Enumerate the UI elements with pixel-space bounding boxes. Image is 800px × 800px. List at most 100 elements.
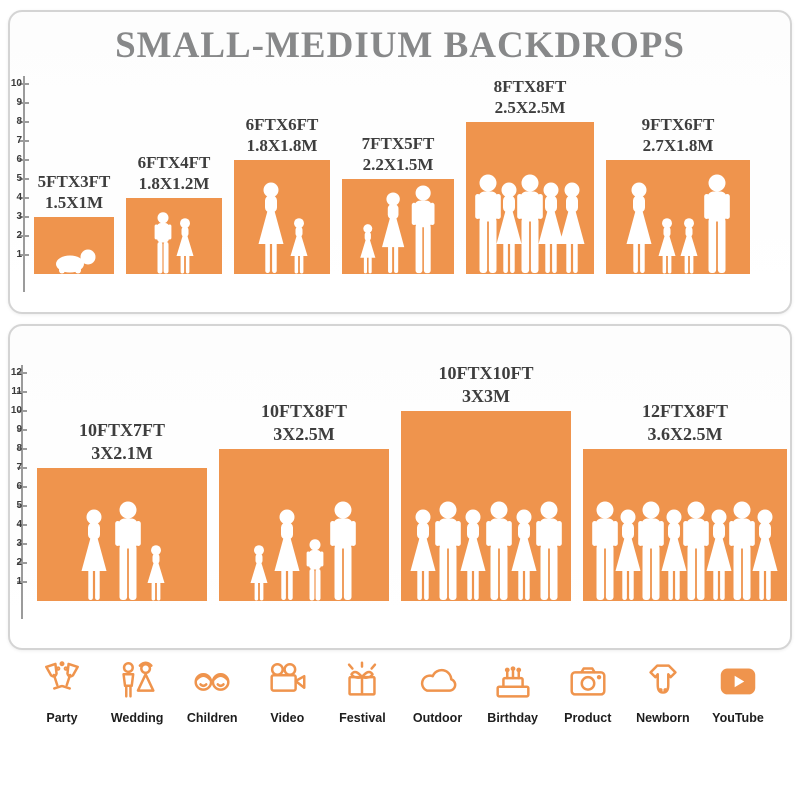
boy-silhouette: [304, 539, 326, 601]
birthday-icon: [490, 658, 536, 704]
size-ft-text: 10FTX8FT: [260, 401, 347, 421]
size-ft-text: 7FTX5FT: [361, 133, 435, 153]
ruler-number: 8: [16, 116, 22, 127]
ruler-number: 3: [16, 211, 22, 222]
ruler-number: 5: [16, 500, 22, 511]
backdrop-size-label: 6FTX6FT 1.8X1.8M: [197, 114, 367, 157]
wedding-icon: [114, 658, 160, 704]
category-label: YouTube: [712, 711, 764, 725]
ruler-tick: [19, 140, 29, 142]
man-silhouette: [725, 501, 759, 601]
woman-silhouette: [270, 509, 304, 601]
woman-silhouette: [406, 509, 440, 601]
woman-silhouette: [456, 509, 490, 601]
ruler-tick: [19, 197, 29, 199]
ruler-tick: [19, 235, 29, 237]
party-icon: [39, 658, 85, 704]
ruler-tick: [19, 121, 29, 123]
category-wedding: Wedding: [101, 658, 173, 770]
category-newborn: Newborn: [627, 658, 699, 770]
video-icon: [264, 658, 310, 704]
size-m-text: 1.8X1.2M: [138, 173, 210, 193]
ruler-line: [21, 365, 23, 619]
category-festival: Festival: [326, 658, 398, 770]
girl-silhouette: [288, 218, 310, 274]
woman-silhouette: [702, 509, 736, 601]
backdrop-size-label: 10FTX7FT 3X2.1M: [37, 419, 207, 464]
ruler-number: 4: [16, 519, 22, 530]
woman-silhouette: [378, 192, 408, 274]
backdrop-bar-10ftx10ft: [401, 411, 571, 601]
backdrop-size-label: 12FTX8FT 3.6X2.5M: [600, 400, 770, 445]
backdrop-size-label: 10FTX10FT 3X3M: [401, 362, 571, 407]
ruler-tick: [19, 83, 29, 85]
backdrop-size-label: 5FTX3FT 1.5X1M: [0, 171, 159, 214]
ruler-number: 11: [11, 386, 22, 397]
size-ft-text: 12FTX8FT: [641, 401, 728, 421]
category-party: Party: [26, 658, 98, 770]
panel-large-backdrops: 1 2 3 4 5 6 7 8 9 10 11 12 10FTX7FT 3X2.1M 10FTX8FT 3X2…: [8, 324, 792, 650]
ruler-number: 12: [10, 367, 22, 378]
category-label: Video: [270, 711, 305, 725]
backdrop-bar-7ftx5ft: [342, 179, 454, 274]
newborn-icon: [640, 658, 686, 704]
ruler-tick: [17, 391, 27, 393]
ruler-number: 9: [16, 424, 22, 435]
backdrop-size-label: 7FTX5FT 2.2X1.5M: [313, 133, 483, 176]
ruler-tick: [17, 467, 27, 469]
man-silhouette: [532, 501, 566, 601]
girl-silhouette: [678, 218, 700, 274]
page-title: SMALL-MEDIUM BACKDROPS: [115, 25, 685, 66]
backdrop-size-label: 9FTX6FT 2.7X1.8M: [593, 114, 763, 157]
festival-icon: [339, 658, 385, 704]
man-silhouette: [513, 174, 547, 274]
category-label: Newborn: [636, 711, 690, 725]
ruler-tick: [17, 562, 27, 564]
category-label: Festival: [339, 711, 386, 725]
size-ft-text: 9FTX6FT: [641, 114, 715, 134]
woman-silhouette: [748, 509, 782, 601]
ruler-tick: [17, 448, 27, 450]
ruler-tick: [17, 372, 27, 374]
woman-silhouette: [622, 182, 656, 274]
category-product: Product: [552, 658, 624, 770]
size-m-text: 2.7X1.8M: [642, 135, 714, 155]
size-ft-text: 10FTX10FT: [438, 363, 534, 383]
ruler-tick: [19, 216, 29, 218]
backdrop-bar-10ftx8ft: [219, 449, 389, 601]
man-silhouette: [482, 501, 516, 601]
backdrop-bar-6ftx4ft: [126, 198, 222, 274]
woman-silhouette: [657, 509, 691, 601]
ruler-number: 1: [16, 249, 22, 260]
ruler-number: 4: [16, 192, 22, 203]
category-children: Children: [176, 658, 248, 770]
ruler-number: 10: [10, 78, 22, 89]
ruler-line: [23, 76, 25, 292]
backdrop-bar-10ftx7ft: [37, 468, 207, 601]
backdrop-bar-5ftx3ft: [34, 217, 114, 274]
size-ft-text: 10FTX7FT: [78, 420, 165, 440]
ruler-tick: [17, 410, 27, 412]
girl-silhouette: [656, 218, 678, 274]
man-silhouette: [408, 185, 438, 274]
ruler-tick: [17, 505, 27, 507]
girl-silhouette: [174, 218, 196, 274]
backdrop-size-label: 8FTX8FT 2.5X2.5M: [445, 76, 615, 119]
product-icon: [565, 658, 611, 704]
category-label: Children: [186, 711, 238, 725]
outdoor-icon: [415, 658, 461, 704]
size-m-text: 1.8X1.8M: [246, 135, 318, 155]
size-m-text: 1.5X1M: [44, 192, 104, 212]
ruler-number: 6: [16, 481, 22, 492]
size-m-text: 2.5X2.5M: [494, 97, 566, 117]
man-silhouette: [679, 501, 713, 601]
man-silhouette: [326, 501, 360, 601]
backdrop-size-label: 6FTX4FT 1.8X1.2M: [89, 152, 259, 195]
ruler-number: 2: [16, 557, 22, 568]
size-ft-text: 5FTX3FT: [37, 171, 111, 191]
size-m-text: 3X2.5M: [273, 423, 335, 444]
ruler-number: 3: [16, 538, 22, 549]
woman-silhouette: [77, 509, 111, 601]
ruler-tick: [17, 581, 27, 583]
